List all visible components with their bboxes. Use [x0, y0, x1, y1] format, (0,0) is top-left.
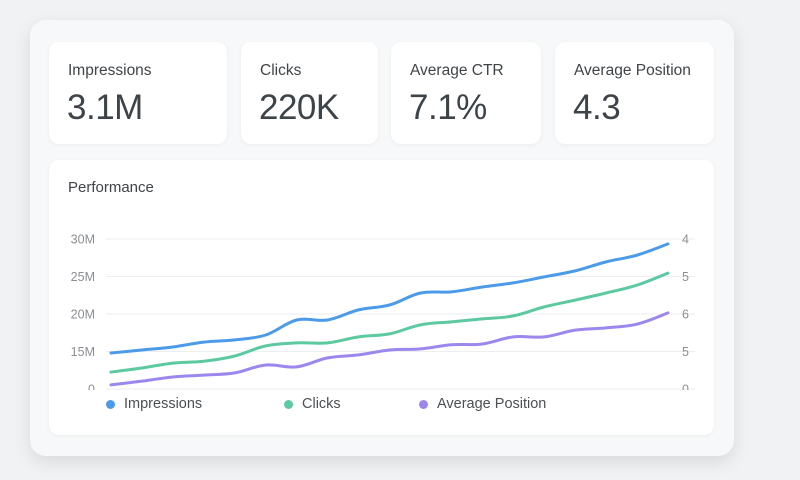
right-axis-tick-label: 5: [682, 270, 689, 284]
kpi-card-clicks[interactable]: Clicks 220K: [241, 42, 378, 144]
right-axis-tick-label: 4: [682, 233, 689, 247]
right-axis-tick-label: 6: [682, 308, 689, 322]
legend-label: Average Position: [437, 396, 547, 412]
left-axis-tick-label: 15M: [71, 345, 95, 359]
dashboard-panel: Impressions 3.1M Clicks 220K Average CTR…: [30, 20, 734, 456]
left-axis-tick-label: 0: [88, 383, 95, 391]
legend-label: Clicks: [302, 396, 341, 412]
legend-item-clicks[interactable]: Clicks: [284, 396, 341, 412]
kpi-label: Average Position: [574, 62, 691, 79]
kpi-label: Clicks: [260, 62, 302, 79]
series-line-average-position[interactable]: [109, 311, 670, 387]
performance-chart-card: Performance 0 0 15M 5 20M 6 25M 5 30M 4 Impressio…: [49, 160, 714, 435]
series-line-impressions[interactable]: [109, 242, 670, 355]
kpi-value: 4.3: [573, 88, 621, 127]
kpi-card-average-position[interactable]: Average Position 4.3: [555, 42, 714, 144]
legend-item-average-position[interactable]: Average Position: [419, 396, 546, 412]
left-axis-tick-label: 30M: [71, 233, 95, 247]
impressions-legend-dot-icon: [106, 399, 115, 409]
left-axis-tick-label: 25M: [71, 270, 95, 284]
right-axis-tick-label: 0: [682, 383, 689, 391]
kpi-label: Average CTR: [410, 62, 504, 79]
series-line-clicks[interactable]: [109, 271, 670, 374]
kpi-value: 3.1M: [67, 88, 143, 127]
right-axis-tick-label: 5: [682, 345, 689, 359]
legend-item-impressions[interactable]: Impressions: [106, 396, 202, 412]
kpi-card-impressions[interactable]: Impressions 3.1M: [49, 42, 227, 144]
kpi-value: 220K: [259, 88, 339, 127]
average-position-legend-dot-icon: [419, 399, 428, 409]
kpi-label: Impressions: [68, 62, 152, 79]
chart-title: Performance: [68, 179, 154, 196]
kpi-value: 7.1%: [409, 88, 487, 127]
legend-label: Impressions: [124, 396, 203, 412]
performance-chart: 0 0 15M 5 20M 6 25M 5 30M 4: [71, 233, 695, 391]
clicks-legend-dot-icon: [284, 399, 293, 409]
kpi-card-average-ctr[interactable]: Average CTR 7.1%: [391, 42, 541, 144]
left-axis-tick-label: 20M: [71, 308, 95, 322]
